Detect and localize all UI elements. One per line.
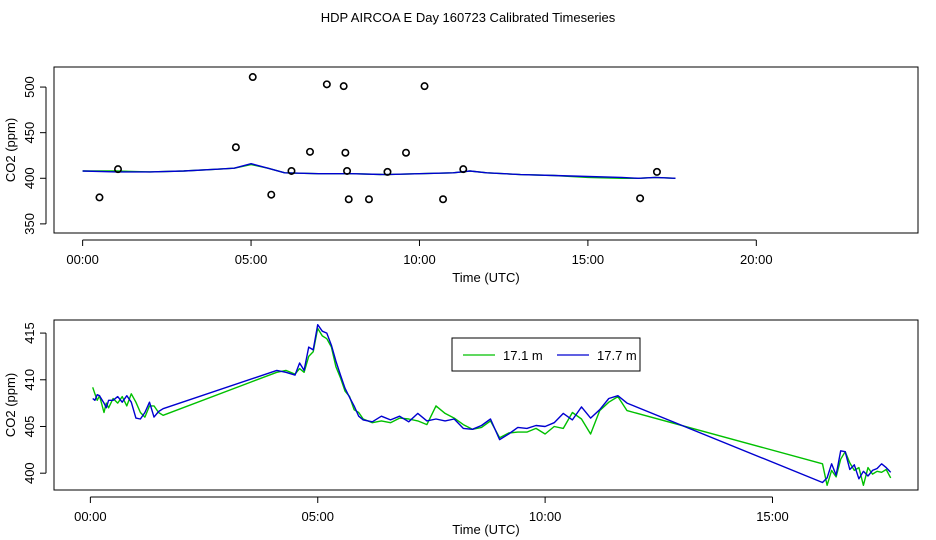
calibration-point (95, 193, 104, 202)
y-tick-label: 400 (22, 462, 37, 484)
y-tick-label: 350 (22, 213, 37, 235)
series-lines (92, 324, 892, 486)
y-tick-label: 410 (22, 369, 37, 391)
x-axis-label: Time (UTC) (452, 522, 519, 537)
y-tick-label: 400 (22, 167, 37, 189)
x-tick-label: 10:00 (403, 252, 436, 267)
calibration-point (439, 195, 448, 204)
x-tick-label: 05:00 (235, 252, 268, 267)
series-line-17-7-m (92, 324, 892, 484)
y-tick-label: 405 (22, 416, 37, 438)
plot-frame (53, 66, 919, 234)
calibration-point (344, 195, 353, 204)
x-tick-label: 20:00 (740, 252, 773, 267)
calibration-point (341, 148, 350, 157)
x-tick-label: 05:00 (301, 509, 334, 524)
calibration-point (248, 73, 257, 82)
calibration-point (420, 82, 429, 91)
x-tick-label: 10:00 (529, 509, 562, 524)
calibration-point (231, 143, 240, 152)
calibration-point (652, 167, 661, 176)
legend-label-17-7m: 17.7 m (597, 348, 637, 363)
calibration-point (267, 190, 276, 199)
x-tick-label: 00:00 (66, 252, 99, 267)
x-axis: 00:00 05:00 10:00 15:00 (74, 496, 789, 524)
legend-label-17-1m: 17.1 m (503, 348, 543, 363)
calibration-point (401, 148, 410, 157)
calibration-point (305, 147, 314, 156)
x-tick-label: 15:00 (756, 509, 789, 524)
x-tick-label: 15:00 (572, 252, 605, 267)
y-tick-label: 500 (22, 76, 37, 98)
y-tick-label: 415 (22, 322, 37, 344)
co2-calibrated-panel: 00:00 05:00 10:00 15:00 20:00 350 400 450 500 T… (3, 66, 919, 285)
calibration-point (383, 167, 392, 176)
calibration-point (287, 166, 296, 175)
calibration-point (114, 165, 123, 174)
x-tick-label: 00:00 (74, 509, 107, 524)
calibration-point (322, 80, 331, 89)
calibration-point (364, 195, 373, 204)
x-axis-label: Time (UTC) (452, 270, 519, 285)
chart-title: HDP AIRCOA E Day 160723 Calibrated Times… (321, 10, 616, 25)
x-axis: 00:00 05:00 10:00 15:00 20:00 (66, 239, 773, 267)
plot-frame (53, 319, 919, 491)
series-lines (82, 162, 676, 180)
y-axis: 350 400 450 500 (22, 76, 47, 235)
legend: 17.1 m 17.7 m (451, 337, 641, 372)
y-axis-label: CO2 (ppm) (3, 373, 18, 437)
y-axis-label: CO2 (ppm) (3, 118, 18, 182)
co2-timeseries-panel: 00:00 05:00 10:00 15:00 400 405 410 415 Time (… (3, 319, 919, 537)
calibration-point (636, 194, 645, 203)
y-axis: 400 405 410 415 (22, 322, 47, 484)
y-tick-label: 450 (22, 122, 37, 144)
calibration-points (95, 73, 661, 204)
calibration-point (459, 165, 468, 174)
calibration-point (343, 166, 352, 175)
series-line-17-7-m (82, 162, 676, 180)
calibration-point (339, 82, 348, 91)
